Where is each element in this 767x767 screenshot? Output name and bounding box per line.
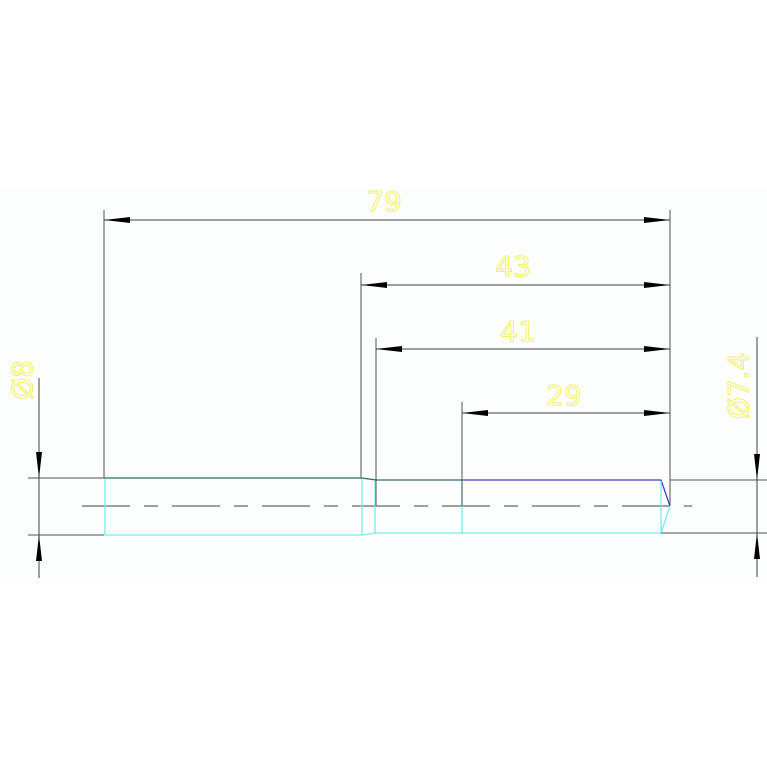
arrowhead <box>376 346 402 352</box>
arrowhead <box>36 452 42 478</box>
dimension-text-dia8: Ø8 <box>6 360 39 400</box>
dimension-text-29: 29 <box>546 379 582 412</box>
arrowhead <box>104 217 130 223</box>
arrowhead <box>36 535 42 561</box>
top-edge-right <box>462 479 671 507</box>
arrowhead <box>754 533 760 559</box>
dimension-text-dia7-4: Ø7.4 <box>722 353 755 420</box>
bottom-edge <box>104 505 671 536</box>
dimension-text-41: 41 <box>500 315 536 348</box>
extension-lines <box>28 210 767 536</box>
arrowhead <box>644 217 670 223</box>
dimension-text-79: 79 <box>366 185 402 218</box>
arrowhead <box>754 454 760 480</box>
arrowhead <box>644 282 670 288</box>
drawing-area <box>0 188 767 578</box>
dimension-lines <box>36 217 760 578</box>
shaft-outline <box>104 477 671 536</box>
arrowhead <box>644 410 670 416</box>
dimension-text-43: 43 <box>495 250 531 283</box>
arrowhead <box>462 410 488 416</box>
arrowhead <box>361 282 387 288</box>
top-edge-left <box>104 477 462 481</box>
arrowhead <box>644 346 670 352</box>
